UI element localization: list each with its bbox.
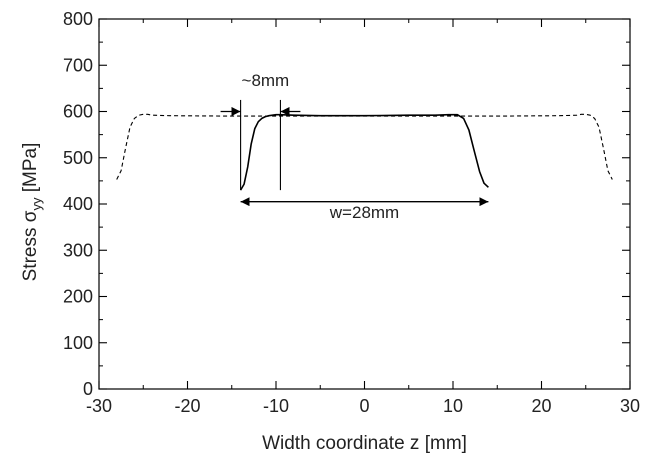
solid-stress-line [239, 113, 489, 191]
y-tick-label: 500 [63, 148, 93, 168]
x-tick-label: 0 [359, 396, 369, 416]
y-tick-label: 300 [63, 240, 93, 260]
y-tick-label: 700 [63, 55, 93, 75]
dimension-annotation-label: ~8mm [242, 71, 290, 90]
x-tick-label: -30 [86, 396, 112, 416]
y-tick-label: 200 [63, 287, 93, 307]
dimension-annotation-label: w=28mm [329, 203, 399, 222]
x-tick-label: -20 [174, 396, 200, 416]
x-tick-label: 30 [620, 396, 640, 416]
x-tick-label: -10 [263, 396, 289, 416]
dashed-stress-line [116, 113, 613, 180]
x-axis-label: Width coordinate z [mm] [262, 433, 467, 454]
y-tick-label: 600 [63, 102, 93, 122]
annotation-layer: ~8mm w=28mm [220, 71, 489, 222]
y-tick-label: 0 [83, 379, 93, 399]
y-axis-label: Stress σyy [MPa] [20, 143, 44, 282]
tick-layer: -30 -20 -10 0 10 20 30010020030040050060070080… [63, 9, 640, 416]
y-tick-label: 400 [63, 194, 93, 214]
series-layer [116, 113, 613, 191]
y-axis-label-prefix: Stress σ [20, 210, 41, 281]
y-tick-label: 100 [63, 333, 93, 353]
x-tick-label: 20 [531, 396, 551, 416]
y-tick-label: 800 [63, 9, 93, 29]
x-tick-label: 10 [443, 396, 463, 416]
y-axis-label-subscript: yy [29, 197, 44, 211]
y-axis-label-suffix: [MPa] [20, 143, 41, 198]
